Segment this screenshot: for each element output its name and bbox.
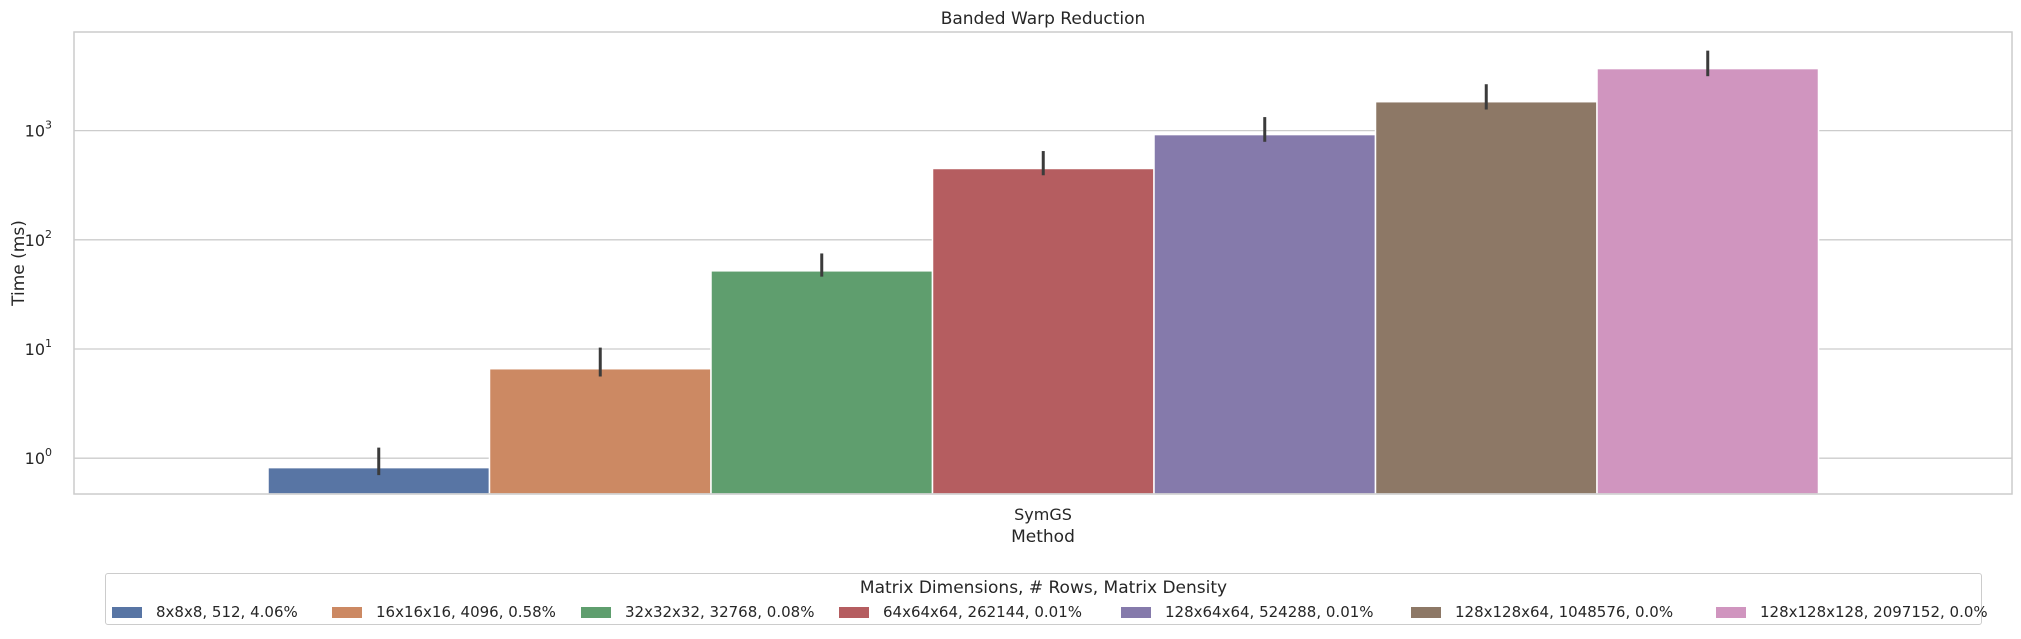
x-category-label: SymGS <box>1014 505 1072 524</box>
legend-item: 128x128x64, 1048576, 0.0% <box>1411 603 1673 621</box>
legend: Matrix Dimensions, # Rows, Matrix Densit… <box>105 573 1988 625</box>
legend-item: 32x32x32, 32768, 0.08% <box>581 603 814 621</box>
bar-layer <box>267 67 1820 495</box>
legend-swatch <box>581 606 611 618</box>
legend-title: Matrix Dimensions, # Rows, Matrix Densit… <box>859 578 1228 598</box>
legend-item: 16x16x16, 4096, 0.58% <box>332 603 556 621</box>
chart-title: Banded Warp Reduction <box>941 9 1146 29</box>
errorbar-layer <box>377 50 1710 476</box>
x-axis-label: Method <box>1011 527 1075 547</box>
legend-label: 128x64x64, 524288, 0.01% <box>1165 603 1374 621</box>
legend-swatch <box>1411 606 1441 618</box>
legend-label: 8x8x8, 512, 4.06% <box>156 603 298 621</box>
legend-label: 32x32x32, 32768, 0.08% <box>625 603 815 621</box>
legend-label: 128x128x64, 1048576, 0.0% <box>1455 603 1674 621</box>
legend-swatch <box>332 606 362 618</box>
y-axis-label: Time (ms) <box>9 220 29 307</box>
legend-swatch <box>112 606 142 618</box>
legend-swatch <box>839 606 869 618</box>
legend-item: 128x64x64, 524288, 0.01% <box>1121 603 1374 621</box>
legend-item: 128x128x128, 2097152, 0.0% <box>1716 603 1988 621</box>
bar <box>1374 100 1598 495</box>
y-tick-label: 100 <box>25 446 52 468</box>
bar <box>488 367 712 495</box>
plot-frame <box>73 31 2013 495</box>
legend-swatch <box>1121 606 1151 618</box>
legend-label: 64x64x64, 262144, 0.01% <box>883 603 1082 621</box>
legend-label: 128x128x128, 2097152, 0.0% <box>1760 603 1988 621</box>
bar <box>710 270 934 495</box>
legend-item: 64x64x64, 262144, 0.01% <box>839 603 1082 621</box>
legend-item: 8x8x8, 512, 4.06% <box>112 603 298 621</box>
bar <box>1596 67 1820 495</box>
y-tick-label: 101 <box>25 337 52 359</box>
y-tick-label: 103 <box>25 119 52 141</box>
bar <box>931 167 1155 495</box>
legend-label: 16x16x16, 4096, 0.58% <box>376 603 556 621</box>
legend-swatch <box>1716 606 1746 618</box>
bar <box>1153 133 1377 495</box>
